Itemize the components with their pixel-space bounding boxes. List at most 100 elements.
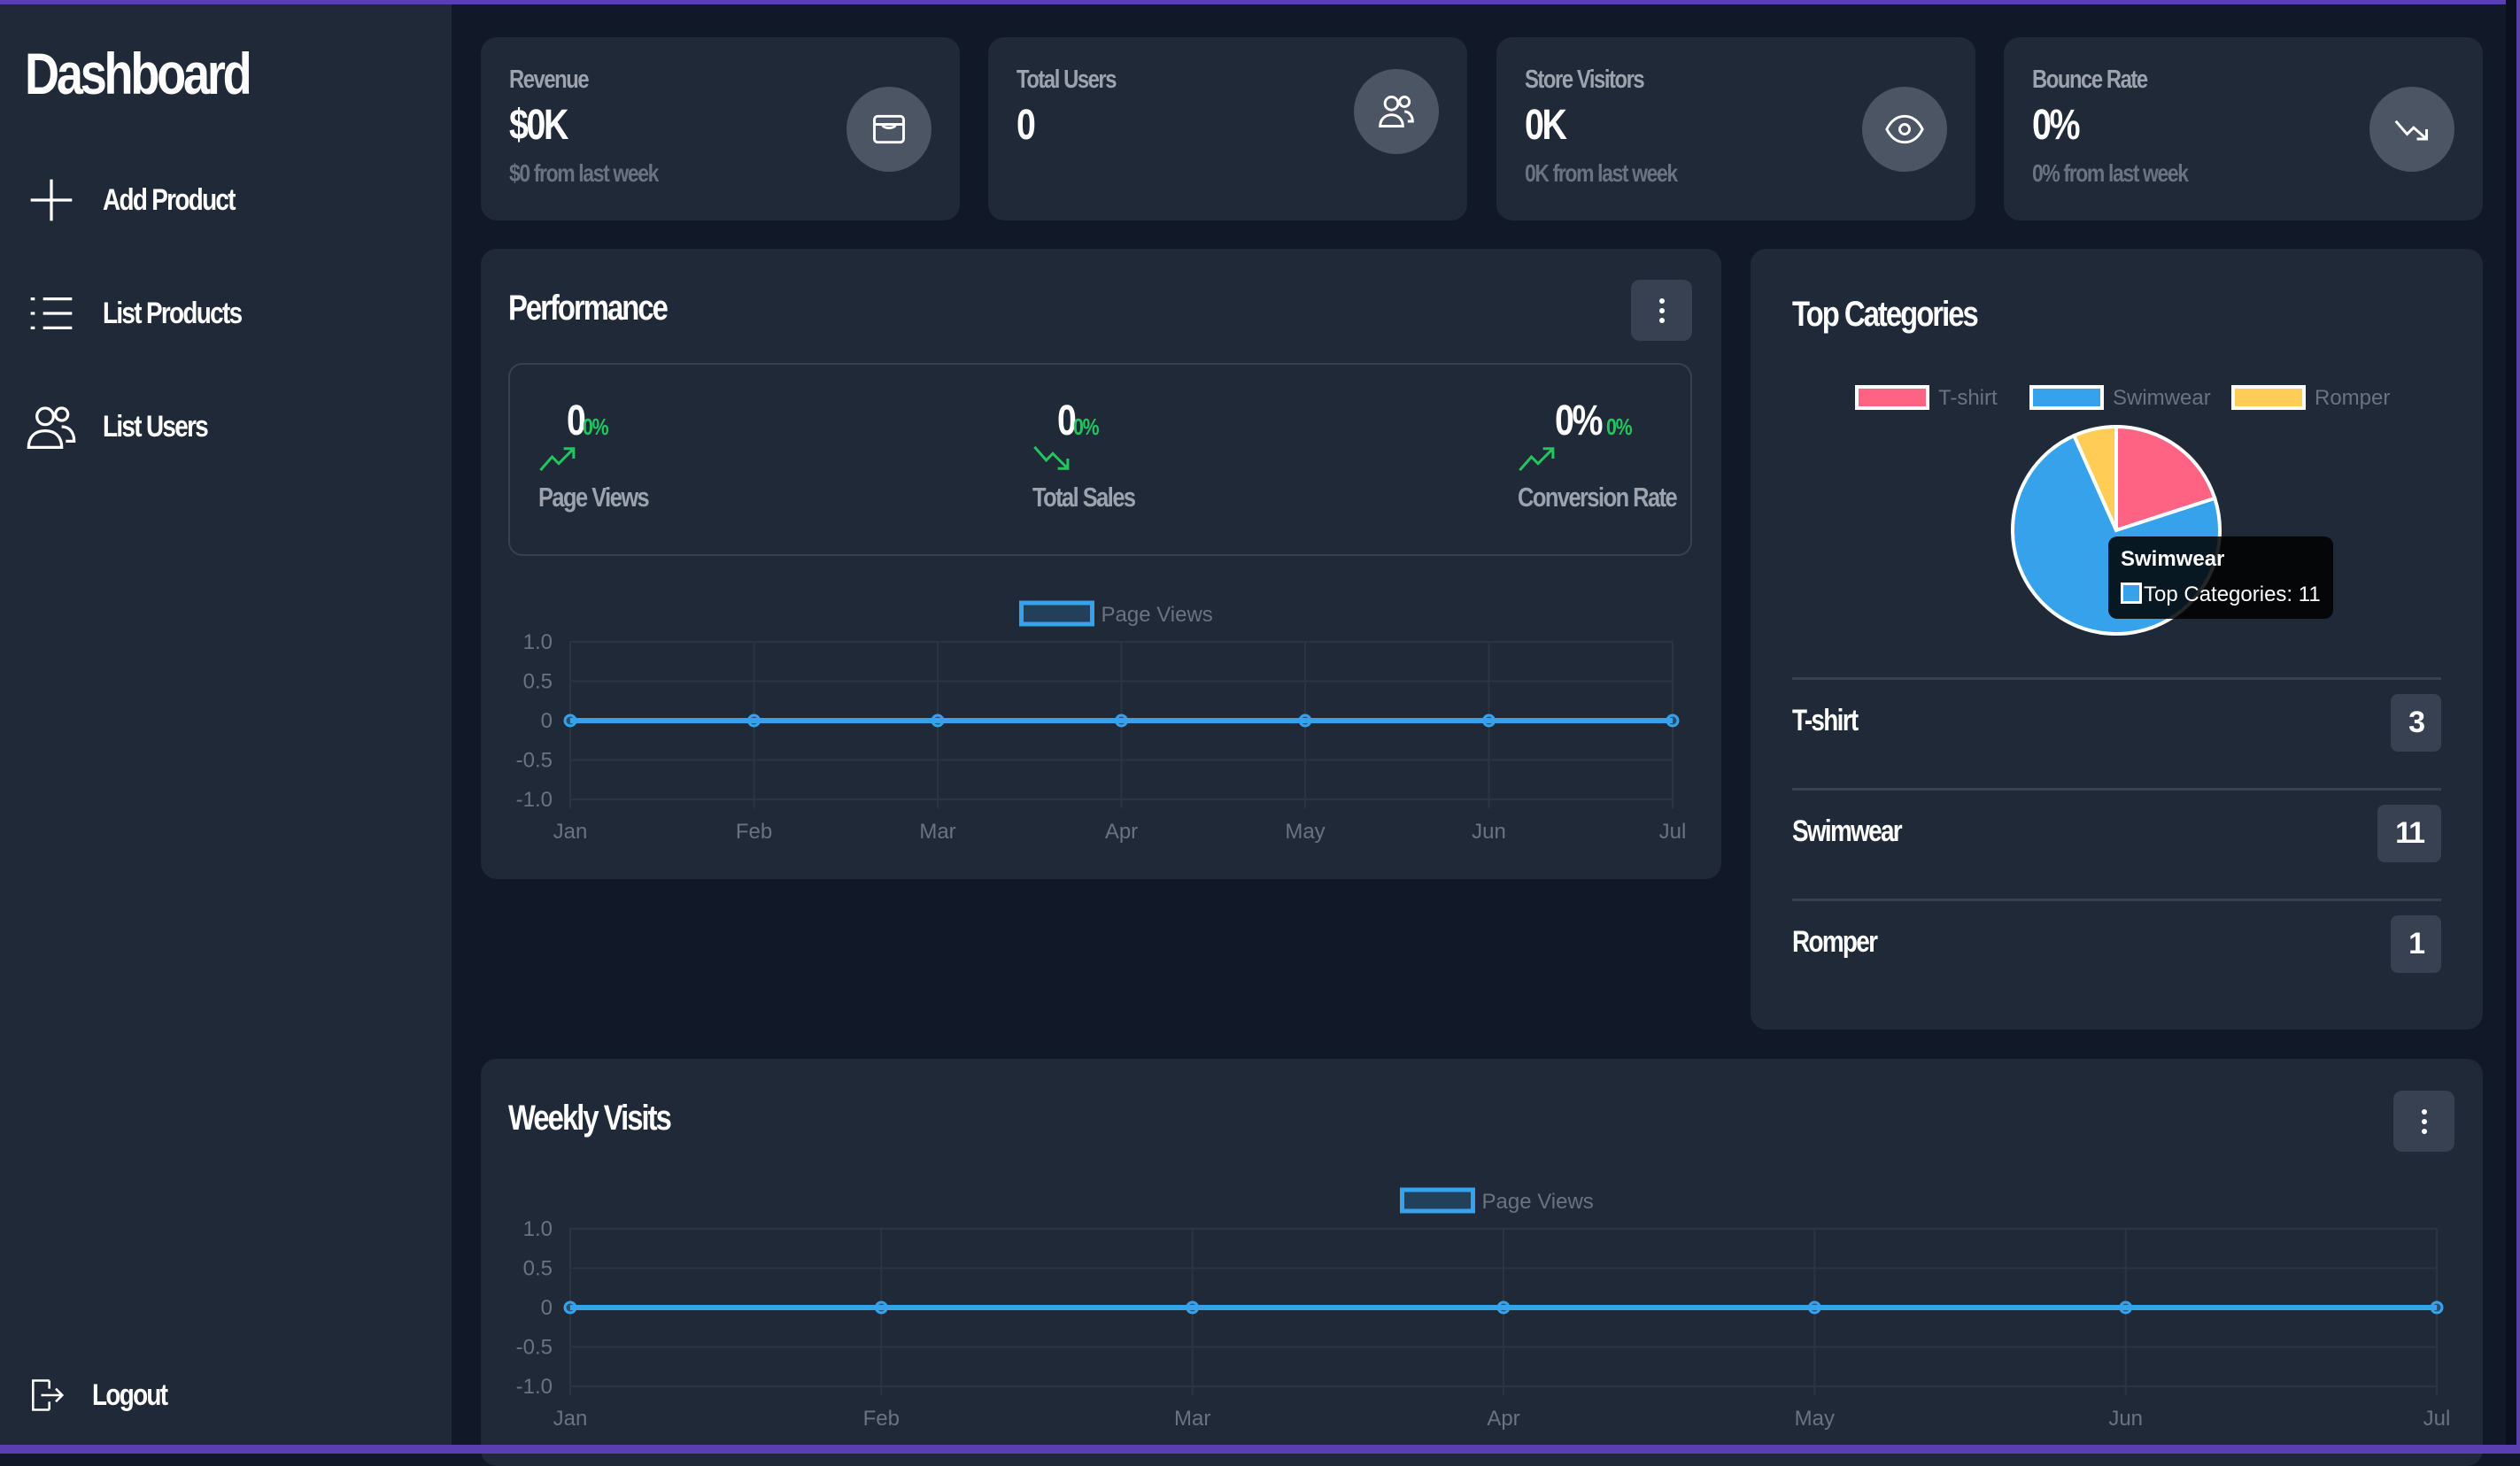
data-point [2430,1300,2444,1315]
performance-menu-button[interactable] [1631,280,1692,341]
list-icon [30,297,73,329]
sidebar: Dashboard Add Product List Products List… [0,4,452,1445]
data-point [1186,1300,1200,1315]
legend-label: T-shirt [1938,386,1998,410]
sidebar-item-list-products[interactable]: List Products [27,282,425,344]
category-count-badge: 11 [2377,805,2441,862]
wallet-icon [846,87,931,172]
legend-label: Swimwear [2113,386,2211,410]
stat-label: Bounce Rate [2032,66,2148,94]
users-icon [27,406,76,449]
y-tick-label: 0 [541,1296,553,1320]
sidebar-item-label: Add Product [103,182,236,217]
sidebar-item-list-users[interactable]: List Users [27,396,425,458]
y-tick-label: 0.5 [523,670,553,694]
kpi-page-views: 00% Page Views [538,397,672,513]
logout-label: Logout [92,1377,168,1412]
trend-down-icon [2369,87,2454,172]
kpi-conversion-rate: 0% 0% Conversion Rate [1518,397,1711,513]
x-tick-label: Jul [2423,1407,2451,1431]
y-tick-label: 0.5 [523,1257,553,1281]
weekly-menu-button[interactable] [2393,1091,2454,1152]
data-point [747,714,761,728]
category-count-badge: 3 [2391,694,2441,752]
legend-swatch [1019,600,1094,627]
logout-icon [32,1379,65,1411]
category-count: 3 [2408,706,2425,739]
window-border-bottom [0,1445,2520,1454]
y-tick-label: 1.0 [523,630,553,654]
sidebar-item-label: List Products [103,296,243,330]
stat-card-bounce-rate: Bounce Rate 0% 0% from last week [2004,37,2483,220]
app-title: Dashboard [25,41,252,106]
y-tick-label: -1.0 [516,1375,553,1399]
kpi-summary: 00% Page Views 00% Total Sales 0% 0% Conv… [508,363,1692,556]
legend-label: Page Views [1102,603,1213,627]
x-tick-label: Jun [1472,820,1506,844]
data-point [563,714,577,728]
kpi-value: 0 [567,397,586,444]
x-tick-label: Feb [736,820,772,844]
category-label: Romper [1792,925,1878,959]
x-tick-label: Feb [863,1407,900,1431]
y-tick-label: 0 [541,709,553,733]
category-count-badge: 1 [2391,915,2441,973]
divider [1792,788,2441,791]
trend-down-icon [1033,445,1070,470]
y-tick-label: 1.0 [523,1217,553,1241]
x-tick-label: Apr [1487,1407,1519,1431]
x-tick-label: May [1795,1407,1835,1431]
window-border [0,0,2520,4]
kpi-change: 0% [582,413,609,440]
stat-label: Revenue [509,66,590,94]
tooltip-swatch [2121,583,2142,604]
sidebar-item-add-product[interactable]: Add Product [27,169,425,231]
trend-up-icon [539,447,576,472]
plus-icon [30,179,73,221]
data-point [1482,714,1496,728]
stat-card-total-users: Total Users 0 [988,37,1467,220]
stat-value: 0 [1017,102,1036,149]
weekly-visits-card: Weekly Visits Page Views 1.0 0.5 0 -0.5 -1.0 J… [481,1059,2483,1466]
stat-label: Store Visitors [1525,66,1645,94]
kpi-value: 0 [1057,397,1077,444]
pie-slice-romper [2071,424,2118,531]
stat-sub: $0 from last week [509,159,659,187]
x-tick-label: Jan [553,1407,588,1431]
stat-sub: 0% from last week [2032,159,2189,187]
y-tick-label: -0.5 [516,749,553,773]
y-tick-label: -0.5 [516,1336,553,1360]
divider [1792,677,2441,680]
data-point [1666,714,1680,728]
legend-label: Romper [2315,386,2390,410]
legend-label: Page Views [1482,1190,1594,1214]
pie-slice-t-shirt [2114,424,2217,533]
eye-icon [1862,87,1947,172]
x-tick-label: Jan [553,820,588,844]
chart-tooltip: Swimwear Top Categories: 11 [2108,536,2333,619]
x-tick-label: May [1285,820,1325,844]
category-count: 11 [2395,816,2425,850]
logout-button[interactable]: Logout [27,1364,425,1426]
stat-card-revenue: Revenue $0K $0 from last week [481,37,960,220]
x-tick-label: Mar [919,820,955,844]
window-border-right [2506,0,2520,1454]
data-point [1807,1300,1821,1315]
users-icon [1354,69,1439,154]
y-tick-label: -1.0 [516,788,553,812]
kpi-change: 0% [1072,413,1100,440]
kpi-change: 0% [1605,413,1633,440]
kpi-label: Page Views [538,482,650,513]
weekly-visits-title: Weekly Visits [508,1099,672,1138]
data-point [1115,714,1128,728]
stat-value: $0K [509,102,569,149]
stat-value: 0K [1525,102,1567,149]
x-tick-label: Mar [1174,1407,1210,1431]
top-categories-card: Top Categories T-shirt Swimwear Romper Swi… [1751,249,2483,1030]
x-tick-label: Apr [1105,820,1138,844]
trend-up-icon [1519,447,1555,472]
kpi-value: 0% [1555,397,1604,444]
stat-sub: 0K from last week [1525,159,1678,187]
